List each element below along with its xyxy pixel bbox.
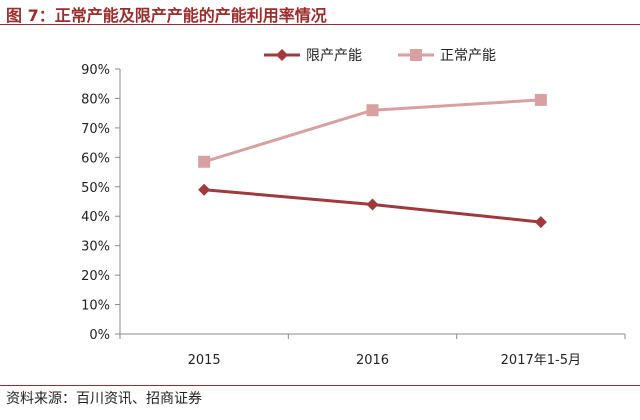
y-tick-label: 0% [89, 328, 110, 343]
source-note: 资料来源：百川资讯、招商证券 [6, 391, 202, 407]
data-point-diamond [534, 216, 547, 229]
x-tick-label: 2016 [356, 353, 389, 368]
data-point-square [534, 93, 547, 106]
data-point-square [366, 104, 379, 117]
figure-footer: 资料来源：百川资讯、招商证券 [0, 385, 640, 420]
y-tick-label: 30% [81, 240, 110, 255]
chart-legend: 限产产能 正常产能 [264, 48, 496, 64]
chart-axes: 0% 10% 20% 30% 40% 50% 60% 70% 80% 90% 2015 2016 201… [81, 63, 626, 368]
legend-label: 正常产能 [440, 48, 496, 64]
y-tick-label: 20% [81, 269, 110, 284]
y-tick-label: 80% [81, 92, 110, 107]
legend-diamond-icon [276, 49, 288, 61]
y-tick-label: 90% [81, 63, 110, 78]
data-point-diamond [366, 198, 379, 211]
series-1 [198, 183, 547, 229]
y-tick-label: 10% [81, 299, 110, 314]
y-tick-label: 70% [81, 122, 110, 137]
legend-label: 限产产能 [306, 48, 362, 64]
figure-header: 图 7：正常产能及限产产能的产能利用率情况 [0, 0, 640, 25]
series-2 [198, 93, 547, 168]
x-tick-label: 2017年1-5月 [501, 353, 581, 368]
y-tick-label: 50% [81, 181, 110, 196]
x-tick-label: 2015 [188, 353, 221, 368]
legend-square-icon [410, 49, 422, 61]
chart-series [198, 93, 547, 229]
y-tick-label: 60% [81, 151, 110, 166]
legend-item-2: 正常产能 [398, 48, 496, 64]
figure-title: 图 7：正常产能及限产产能的产能利用率情况 [6, 6, 327, 25]
data-point-diamond [198, 183, 211, 196]
y-tick-label: 40% [81, 210, 110, 225]
legend-item-1: 限产产能 [264, 48, 362, 64]
data-point-square [198, 155, 211, 168]
